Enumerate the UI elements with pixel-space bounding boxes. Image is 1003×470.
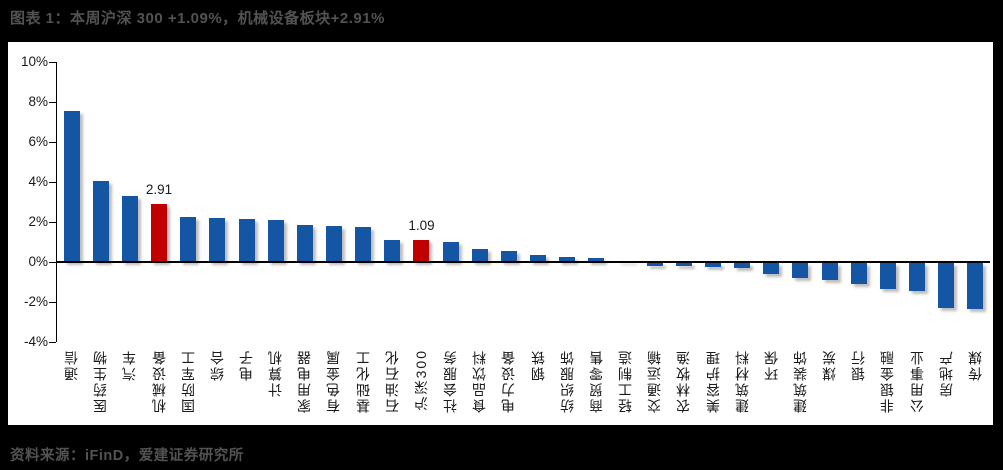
x-axis-label: 建筑材料 <box>733 349 750 413</box>
x-axis-label: 美容护理 <box>704 349 721 413</box>
y-axis-tick-label: 4% <box>28 174 48 189</box>
x-axis-label: 汽车 <box>121 349 138 381</box>
x-axis-label: 社会服务 <box>442 349 459 413</box>
x-axis-baseline <box>56 261 990 263</box>
y-axis-tick-label: 8% <box>28 94 48 109</box>
y-axis-tick-label: -2% <box>23 294 48 309</box>
x-axis-label: 综合 <box>208 349 225 381</box>
x-axis-label: 传媒 <box>966 349 983 381</box>
bar <box>938 263 955 308</box>
bar <box>151 203 168 262</box>
bar <box>92 181 109 262</box>
bar <box>967 263 984 310</box>
x-axis-label: 银行 <box>850 349 867 381</box>
y-axis-tick <box>49 142 56 143</box>
x-axis-label: 农林牧渔 <box>675 349 692 413</box>
x-axis-label: 纺织服饰 <box>558 349 575 413</box>
bar <box>325 226 342 262</box>
figure-title: 图表 1：本周沪深 300 +1.09%，机械设备板块+2.91% <box>10 10 385 27</box>
bar <box>471 248 488 262</box>
x-axis-label: 轻工制造 <box>617 349 634 413</box>
bar-value-label: 1.09 <box>408 218 435 234</box>
bar <box>792 263 809 278</box>
bar <box>646 263 663 266</box>
chart-panel: 10% 8% 6% 4% 2% 0% -2% -4% 通信 医药生物 汽车 机械设备 国防军工 综合 电子计… <box>8 42 993 425</box>
bar <box>705 263 722 267</box>
bar <box>238 219 255 262</box>
bar <box>821 263 838 281</box>
bar <box>355 226 372 262</box>
x-axis-label: 建筑装饰 <box>791 349 808 413</box>
x-axis-label: 电子 <box>238 349 255 381</box>
figure-source: 资料来源：iFinD，爱建证券研究所 <box>10 448 244 464</box>
bar <box>675 263 692 267</box>
bar <box>850 263 867 284</box>
y-axis-tick-label: 0% <box>28 254 48 269</box>
bar <box>384 240 401 262</box>
x-axis-label: 石油石化 <box>383 349 400 413</box>
x-axis-label: 钢铁 <box>529 349 546 381</box>
bar <box>588 257 605 262</box>
x-axis-label: 有色金属 <box>325 349 342 413</box>
y-axis-spine <box>56 62 57 342</box>
x-axis-label: 房地产 <box>937 349 954 397</box>
bar <box>267 220 284 262</box>
bar <box>530 255 547 262</box>
y-axis-tick <box>49 222 56 223</box>
y-axis-tick-label: 10% <box>20 54 48 69</box>
bar <box>442 241 459 262</box>
y-axis-tick <box>49 262 56 263</box>
bar-value-label: 2.91 <box>145 181 173 197</box>
bar <box>209 217 226 262</box>
y-axis-tick-label: 2% <box>28 214 48 229</box>
y-axis-tick <box>49 302 56 303</box>
y-axis-tick <box>49 342 56 343</box>
x-axis-label: 计算机 <box>267 349 284 397</box>
x-axis-label: 医药生物 <box>92 349 109 413</box>
x-axis-label: 煤炭 <box>821 349 838 381</box>
x-axis-label: 机械设备 <box>150 349 167 413</box>
y-axis-tick <box>49 62 56 63</box>
bar <box>296 224 313 262</box>
x-axis-label: 环保 <box>762 349 779 381</box>
bar <box>63 110 80 262</box>
bar <box>909 263 926 292</box>
x-axis-label: 国防军工 <box>179 349 196 413</box>
bar <box>763 263 780 274</box>
bar <box>559 257 576 262</box>
x-axis-label: 交通运输 <box>646 349 663 413</box>
bar <box>500 251 517 262</box>
y-axis-tick-label: -4% <box>23 334 48 349</box>
x-axis-label: 基础化工 <box>354 349 371 413</box>
bar <box>879 263 896 289</box>
y-axis-tick-label: 6% <box>28 134 48 149</box>
bar <box>413 240 430 262</box>
y-axis-tick <box>49 182 56 183</box>
bar <box>121 196 138 262</box>
y-axis-tick <box>49 102 56 103</box>
x-axis-label: 沪深300 <box>412 349 429 411</box>
x-axis-label: 非银金融 <box>879 349 896 413</box>
x-axis-label: 电力设备 <box>500 349 517 413</box>
bar <box>180 217 197 262</box>
x-axis-label: 商贸零售 <box>587 349 604 413</box>
x-axis-label: 通信 <box>63 349 80 381</box>
bar-chart: 10% 8% 6% 4% 2% 0% -2% -4% 通信 医药生物 汽车 机械设备 国防军工 综合 电子计… <box>8 42 993 425</box>
x-axis-label: 公用事业 <box>908 349 925 413</box>
x-axis-label: 食品饮料 <box>471 349 488 413</box>
bar <box>734 263 751 269</box>
x-axis-label: 家用电器 <box>296 349 313 413</box>
